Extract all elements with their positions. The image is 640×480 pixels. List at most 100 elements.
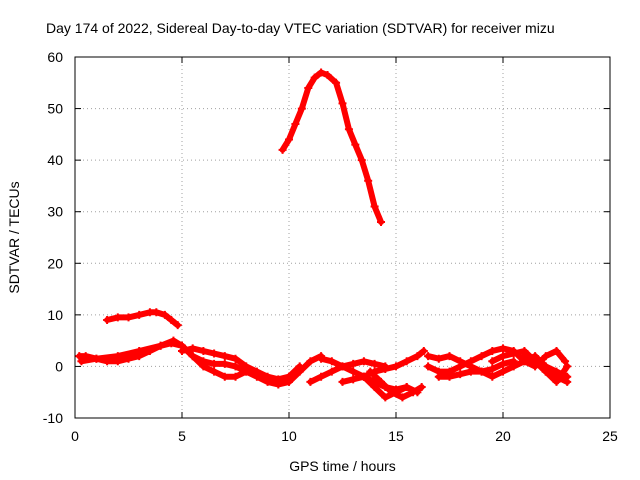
data-point xyxy=(381,365,390,374)
data-point xyxy=(231,354,240,363)
data-point xyxy=(92,354,101,363)
data-point xyxy=(377,218,386,227)
data-point xyxy=(488,357,497,366)
data-point xyxy=(434,354,443,363)
plot-frame xyxy=(74,56,611,419)
data-point xyxy=(220,372,229,381)
data-point xyxy=(295,362,304,371)
series-layer xyxy=(75,68,572,402)
data-point xyxy=(531,357,540,366)
data-point xyxy=(499,367,507,376)
data-point xyxy=(402,357,411,366)
data-point xyxy=(188,344,197,353)
data-point xyxy=(499,359,507,368)
axis-ticks: 0 5 10 15 20 25 -10 0 10 20 30 40 50 60 xyxy=(43,49,618,444)
data-point xyxy=(402,383,411,392)
x-tick-label: 10 xyxy=(281,428,297,444)
data-point xyxy=(135,346,144,355)
data-point xyxy=(178,346,186,355)
data-point xyxy=(103,316,112,325)
data-point xyxy=(366,367,375,376)
y-tick-label: 10 xyxy=(47,307,63,323)
data-point xyxy=(317,68,326,77)
y-tick-label: 30 xyxy=(47,204,63,220)
data-point xyxy=(306,377,315,386)
data-point xyxy=(477,367,486,376)
data-point xyxy=(297,104,306,113)
data-point xyxy=(499,344,507,353)
data-point xyxy=(488,372,497,381)
data-point xyxy=(231,372,240,381)
data-point xyxy=(359,372,368,381)
data-point xyxy=(285,372,293,381)
data-point xyxy=(477,352,486,361)
data-point xyxy=(381,393,390,402)
data-point xyxy=(424,352,433,361)
series-line-trace-2 xyxy=(279,69,384,225)
data-point xyxy=(304,83,313,92)
y-tick-label: 50 xyxy=(47,101,63,117)
data-point xyxy=(488,365,497,374)
data-point xyxy=(306,357,315,366)
data-point xyxy=(220,359,229,368)
data-point xyxy=(210,359,219,368)
data-point xyxy=(456,370,465,379)
data-point xyxy=(541,352,550,361)
data-point xyxy=(370,383,379,392)
data-point xyxy=(285,135,293,144)
y-tick-label: -10 xyxy=(43,410,63,426)
data-point xyxy=(445,372,454,381)
data-point xyxy=(278,145,287,154)
data-point xyxy=(509,349,518,358)
data-point xyxy=(364,176,373,185)
data-point xyxy=(220,352,229,361)
data-point xyxy=(434,372,443,381)
data-point xyxy=(338,377,347,386)
data-point xyxy=(370,202,379,211)
data-point xyxy=(135,310,144,319)
data-point xyxy=(351,140,360,149)
data-point xyxy=(188,352,197,361)
data-point xyxy=(417,383,426,392)
data-point xyxy=(113,352,122,361)
data-point xyxy=(349,359,358,368)
data-point xyxy=(488,346,497,355)
data-point xyxy=(445,352,454,361)
data-point xyxy=(552,346,561,355)
data-point xyxy=(242,362,251,371)
data-point xyxy=(173,321,182,330)
y-tick-label: 60 xyxy=(47,49,63,65)
data-point xyxy=(466,367,475,376)
data-point xyxy=(274,375,283,384)
data-point xyxy=(456,357,465,366)
data-point xyxy=(419,346,428,355)
data-point xyxy=(409,388,418,397)
data-point xyxy=(563,377,572,386)
data-point xyxy=(338,362,347,371)
data-point xyxy=(332,78,341,87)
data-point xyxy=(77,357,86,366)
data-point xyxy=(113,313,122,322)
data-point xyxy=(210,349,219,358)
chart-title: Day 174 of 2022, Sidereal Day-to-day VTE… xyxy=(46,20,555,36)
y-axis-label: SDTVAR / TECUs xyxy=(6,181,22,293)
data-point xyxy=(252,367,261,376)
data-point xyxy=(327,357,336,366)
data-point xyxy=(338,99,347,108)
data-point xyxy=(387,388,396,397)
data-point xyxy=(323,71,332,80)
data-point xyxy=(310,73,319,82)
data-point xyxy=(561,357,570,366)
data-point xyxy=(327,367,336,376)
data-point xyxy=(377,377,386,386)
data-point xyxy=(520,352,529,361)
data-point xyxy=(291,120,300,129)
data-point xyxy=(167,316,176,325)
x-axis-label: GPS time / hours xyxy=(289,458,396,474)
data-point xyxy=(349,367,358,376)
data-point xyxy=(152,308,161,317)
x-tick-label: 15 xyxy=(388,428,404,444)
data-point xyxy=(263,372,272,381)
x-tick-label: 0 xyxy=(71,428,79,444)
